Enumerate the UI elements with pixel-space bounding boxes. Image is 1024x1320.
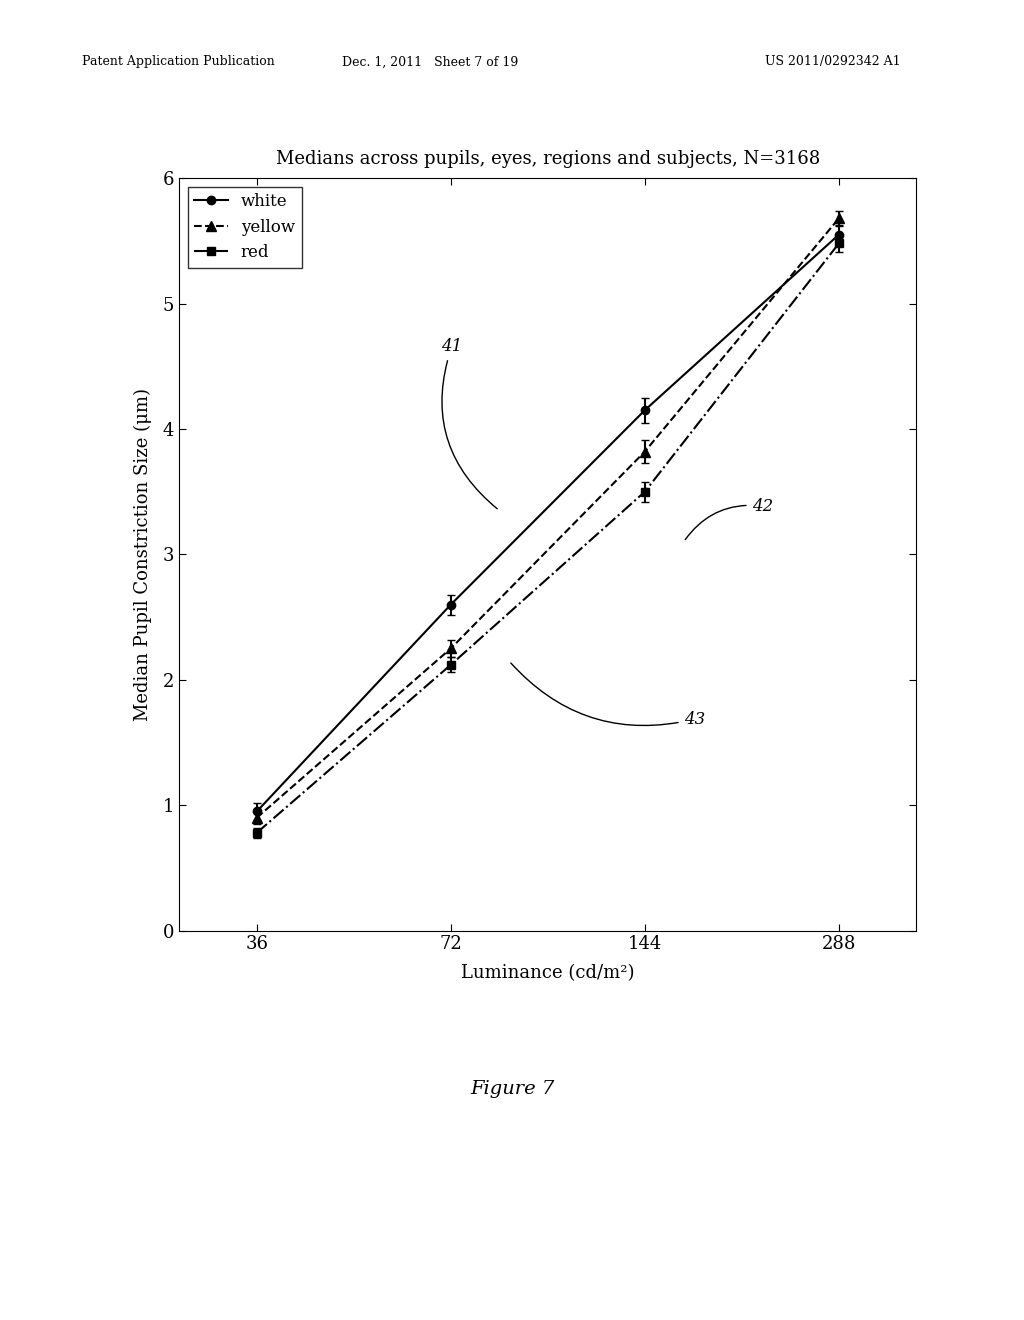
Text: 42: 42	[685, 498, 773, 540]
Text: US 2011/0292342 A1: US 2011/0292342 A1	[766, 55, 901, 69]
Y-axis label: Median Pupil Constriction Size (μm): Median Pupil Constriction Size (μm)	[133, 388, 152, 721]
Text: 41: 41	[441, 338, 498, 508]
Text: Patent Application Publication: Patent Application Publication	[82, 55, 274, 69]
Title: Medians across pupils, eyes, regions and subjects, N=3168: Medians across pupils, eyes, regions and…	[275, 150, 820, 169]
Text: Figure 7: Figure 7	[470, 1080, 554, 1098]
X-axis label: Luminance (cd/m²): Luminance (cd/m²)	[461, 965, 635, 982]
Text: 43: 43	[511, 663, 705, 727]
Legend: white, yellow, red: white, yellow, red	[187, 186, 302, 268]
Text: Dec. 1, 2011   Sheet 7 of 19: Dec. 1, 2011 Sheet 7 of 19	[342, 55, 518, 69]
